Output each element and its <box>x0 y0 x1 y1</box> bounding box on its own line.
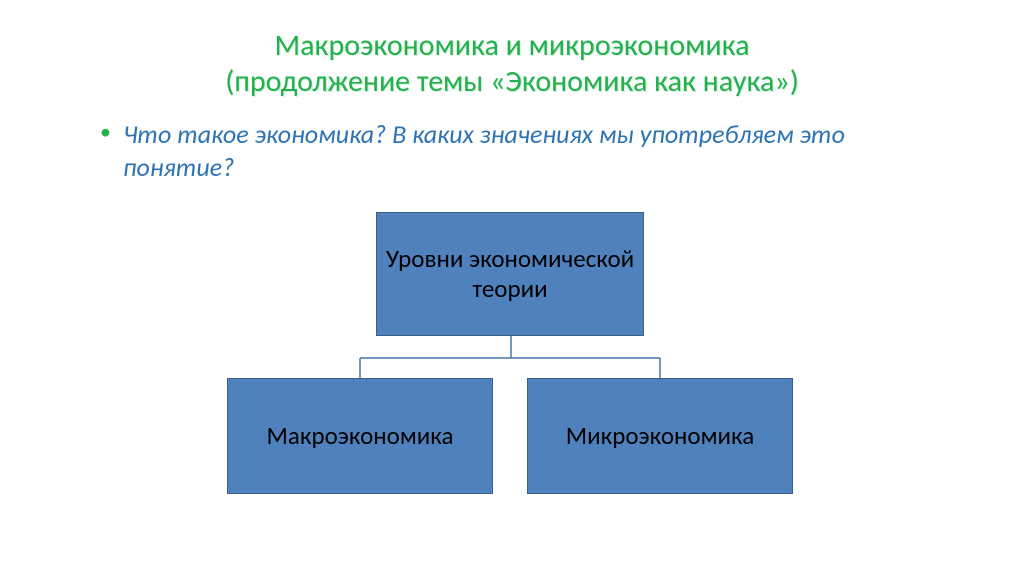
left-node: Макроэкономика <box>227 378 493 494</box>
bullet-item: • Что такое экономика? В каких значениях… <box>100 118 904 183</box>
bullet-text: Что такое экономика? В каких значениях м… <box>123 118 904 183</box>
bullet-dot-icon: • <box>100 118 111 147</box>
root-node: Уровни экономической теории <box>376 212 644 336</box>
right-node-label: Микроэкономика <box>566 421 754 451</box>
title-line-1: Макроэкономика и микроэкономика <box>60 28 964 64</box>
root-node-label: Уровни экономической теории <box>385 244 635 304</box>
title-line-2: (продолжение темы «Экономика как наука») <box>60 64 964 100</box>
right-node: Микроэкономика <box>527 378 793 494</box>
left-node-label: Макроэкономика <box>267 421 454 451</box>
bullet-list: • Что такое экономика? В каких значениях… <box>0 118 1024 183</box>
slide-title: Макроэкономика и микроэкономика (продолж… <box>0 0 1024 100</box>
hierarchy-diagram: Уровни экономической теории Макроэкономи… <box>0 212 1024 552</box>
